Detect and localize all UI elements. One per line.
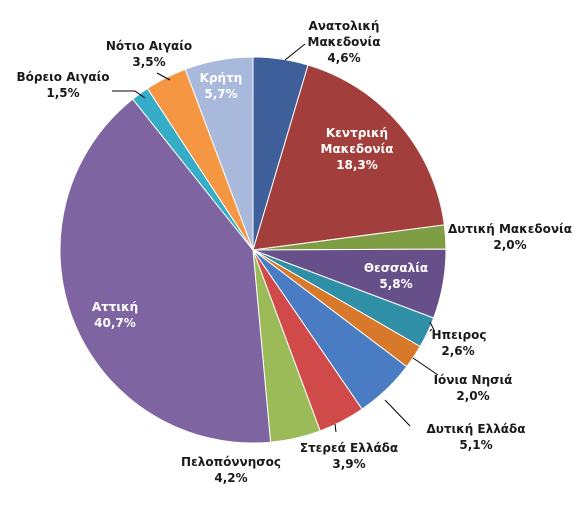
leader-line-5 bbox=[429, 321, 435, 331]
slice-labels: Ανατολική Μακεδονία 4,6% Κεντρική Μακεδονία 1… bbox=[16, 19, 572, 485]
pie-slices bbox=[59, 56, 447, 444]
slice-label-7: Δυτική Ελλάδα 5,1% bbox=[426, 422, 525, 452]
pie-slice-13 bbox=[184, 56, 254, 251]
leader-line-7 bbox=[384, 399, 411, 427]
slice-label-12: Νότιο Αιγαίο 3,5% bbox=[106, 39, 192, 69]
pie-slice-2 bbox=[252, 64, 445, 251]
leader-line-6 bbox=[412, 357, 439, 376]
slice-label-1: Ανατολική Μακεδονία 4,6% bbox=[308, 19, 381, 65]
slice-label-4: Θεσσαλία 5,8% bbox=[364, 261, 428, 291]
pie-slice-10 bbox=[59, 98, 272, 444]
slice-label-10: Αττική 40,7% bbox=[92, 300, 138, 330]
leader-line-1 bbox=[284, 43, 306, 61]
slice-label-2: Κεντρική Μακεδονία 18,3% bbox=[321, 126, 394, 172]
slice-label-5: Ήπειρος 2,6% bbox=[429, 328, 487, 358]
slice-label-6: Ιόνια Νησιά 2,0% bbox=[434, 373, 513, 403]
leader-line-12 bbox=[156, 72, 171, 81]
leader-line-8 bbox=[334, 423, 337, 433]
slice-label-9: Πελοπόννησος 4,2% bbox=[181, 455, 281, 485]
leader-lines bbox=[112, 43, 439, 433]
slice-label-3: Δυτική Μακεδονία 2,0% bbox=[448, 222, 572, 252]
slice-label-11: Βόρειο Αιγαίο 1,5% bbox=[16, 70, 109, 100]
leader-line-11 bbox=[112, 90, 146, 99]
slice-label-8: Στερεά Ελλάδα 3,9% bbox=[300, 441, 398, 471]
slice-label-13: Κρήτη 5,7% bbox=[200, 71, 243, 101]
